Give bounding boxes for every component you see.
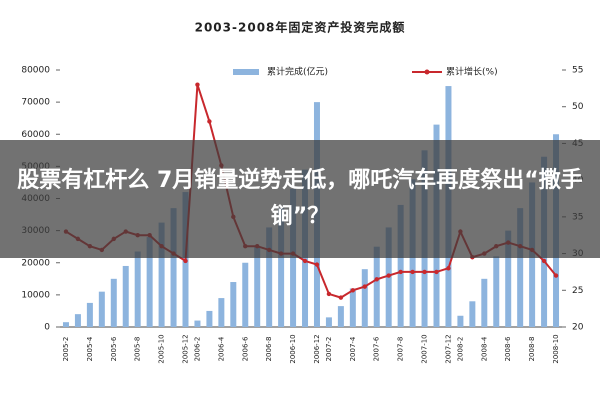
bar (266, 227, 273, 327)
bar (218, 298, 225, 327)
x-tick-label: 2008-2 (456, 337, 464, 362)
y2-tick-label: 25 (572, 286, 583, 296)
bar (481, 278, 488, 327)
line-marker (398, 269, 403, 275)
bar (170, 208, 177, 327)
bar (493, 256, 500, 327)
x-tick-label: 2005-8 (134, 337, 142, 362)
line-marker (446, 266, 451, 271)
line-marker (302, 258, 308, 264)
x-tick-label: 2008-10 (552, 334, 560, 363)
x-tick-label: 2006-6 (241, 336, 249, 361)
bar (254, 246, 261, 327)
legend-swatch (233, 69, 259, 75)
line-marker (362, 284, 367, 289)
x-tick-label: 2008-8 (528, 337, 536, 362)
x-tick-label: 2007-10 (421, 334, 429, 363)
legend-label: 累计增长(%) (446, 66, 498, 78)
y2-tick-label: 55 (572, 66, 583, 76)
bar (122, 265, 129, 327)
x-tick-label: 2005-12 (182, 334, 190, 363)
legend-label: 累计完成(亿元) (267, 66, 328, 78)
bar (349, 288, 356, 327)
line-marker (195, 82, 200, 87)
x-tick-label: 2006-4 (217, 336, 225, 361)
x-tick-label: 2008-4 (480, 336, 488, 361)
x-tick-label: 2006-2 (193, 337, 201, 362)
line-marker (541, 258, 547, 264)
line-marker (434, 269, 439, 275)
bar (469, 301, 476, 327)
bar (230, 282, 237, 327)
bar (517, 208, 524, 327)
bar (62, 322, 69, 327)
line-marker (374, 277, 379, 282)
headline-banner: 股票有杠杆么 7月销量逆势走低，哪吒汽车再度祭出“撒手锏”？ (0, 140, 600, 258)
y-tick-label: 80000 (21, 66, 50, 76)
bar (146, 237, 153, 327)
headline: 股票有杠杆么 7月销量逆势走低，哪吒汽车再度祭出“撒手锏”？ (17, 168, 583, 229)
bar (397, 204, 404, 327)
x-tick-label: 2005-4 (86, 336, 94, 361)
bar (337, 306, 344, 327)
y-tick-label: 20000 (21, 258, 50, 268)
line-marker (326, 291, 332, 297)
x-tick-label: 2007-8 (397, 337, 405, 362)
bar (457, 315, 464, 327)
x-tick-label: 2007-4 (349, 336, 357, 361)
x-tick-label: 2006-10 (289, 334, 297, 363)
bar (74, 314, 81, 327)
bar (194, 320, 201, 327)
x-tick-label: 2005-6 (110, 336, 118, 361)
x-tick-label: 2008-6 (504, 336, 512, 361)
bar (373, 246, 380, 327)
bar (206, 310, 213, 327)
y-tick-label: 70000 (21, 98, 50, 108)
bar (361, 269, 368, 327)
y2-tick-label: 20 (572, 323, 584, 333)
line-marker (386, 273, 391, 278)
bar (98, 291, 105, 327)
x-tick-label: 2007-2 (325, 337, 333, 362)
y-tick-label: 60000 (21, 130, 50, 140)
line-marker (410, 269, 415, 275)
line-marker (350, 288, 356, 293)
x-tick-label: 2006-8 (265, 337, 273, 362)
bar (158, 222, 165, 327)
x-tick-label: 2007-6 (373, 336, 381, 361)
line-marker (207, 119, 212, 124)
x-tick-label: 2005-10 (158, 334, 166, 363)
line-marker (338, 295, 344, 300)
legend-swatch (424, 69, 430, 75)
bar (134, 251, 141, 327)
bar (505, 230, 512, 327)
bar (110, 278, 117, 327)
y-tick-label: 0 (44, 323, 50, 333)
x-tick-label: 2006-12 (313, 334, 321, 363)
bar (242, 262, 249, 327)
line-marker (553, 273, 559, 278)
x-tick-label: 2007-12 (444, 334, 452, 363)
bar (325, 317, 332, 327)
chart-title: 2003-2008年固定资产投资完成额 (195, 20, 406, 35)
line-marker (183, 258, 188, 264)
bar (86, 302, 93, 327)
line-marker (314, 262, 320, 267)
bar (278, 208, 285, 327)
y-tick-label: 10000 (21, 290, 50, 300)
y2-tick-label: 50 (572, 102, 584, 112)
x-tick-label: 2005-2 (62, 337, 70, 362)
line-marker (422, 269, 427, 275)
